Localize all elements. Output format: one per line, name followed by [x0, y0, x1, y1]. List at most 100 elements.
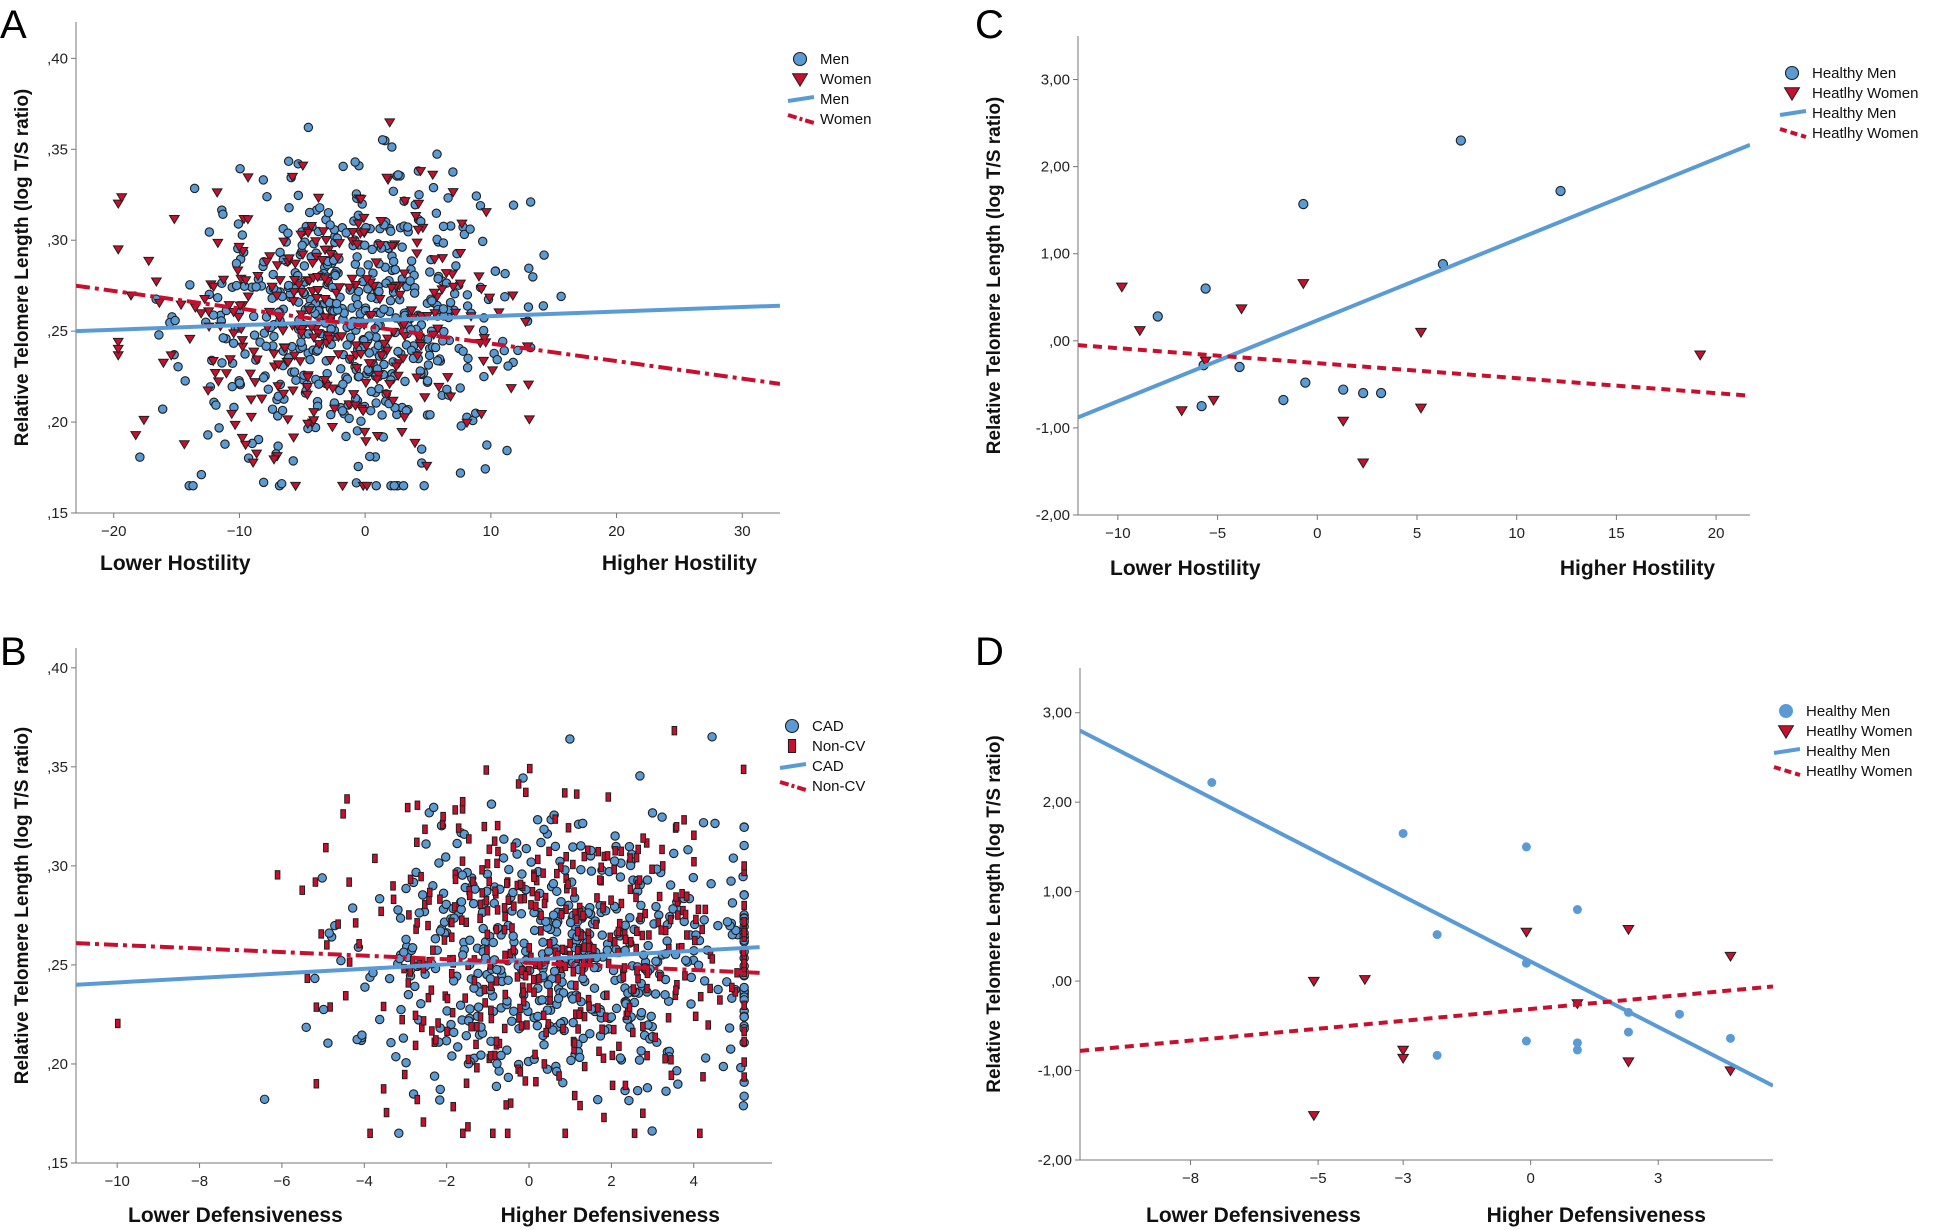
data-point — [574, 927, 581, 937]
data-point — [652, 1032, 658, 1043]
data-point — [367, 1128, 373, 1138]
data-point — [565, 917, 576, 928]
fit-line-men — [76, 303, 780, 334]
data-point — [217, 275, 230, 286]
data-point — [312, 877, 319, 887]
data-point — [508, 887, 518, 898]
data-point — [456, 897, 467, 907]
data-point — [217, 358, 227, 368]
data-point — [1693, 350, 1707, 361]
data-point — [203, 430, 213, 440]
data-point — [440, 269, 453, 279]
data-point — [1414, 327, 1428, 339]
panel-letter: D — [975, 630, 1004, 674]
data-point — [365, 311, 378, 321]
legend-label: Healthy Men — [1812, 105, 1896, 122]
data-point — [371, 431, 384, 442]
data-point — [635, 973, 641, 984]
data-point — [209, 368, 222, 379]
data-point — [710, 818, 720, 829]
legend-line — [1779, 127, 1807, 139]
data-point — [305, 354, 315, 365]
data-point — [540, 868, 546, 878]
data-point — [574, 1052, 585, 1063]
data-point — [500, 268, 510, 279]
data-point — [432, 324, 444, 335]
data-point — [642, 908, 648, 919]
data-point — [492, 886, 498, 896]
data-point — [310, 294, 323, 304]
data-point — [609, 1080, 616, 1091]
data-point — [636, 1007, 647, 1018]
data-point — [576, 864, 586, 875]
data-point — [211, 400, 221, 410]
y-tick-label: ,25 — [47, 323, 68, 340]
data-point — [475, 285, 488, 295]
data-point — [277, 326, 289, 336]
y-tick-label: ,35 — [47, 141, 68, 158]
x-tick-label: −2 — [438, 1173, 455, 1190]
data-point — [504, 1128, 511, 1138]
legend-marker — [791, 73, 809, 88]
data-point — [501, 925, 508, 935]
data-point — [460, 1128, 466, 1138]
data-point — [517, 869, 527, 879]
data-point — [449, 308, 462, 319]
data-point — [543, 1027, 549, 1038]
data-point — [616, 918, 623, 929]
data-point — [699, 924, 705, 935]
data-point — [401, 934, 411, 945]
data-point — [567, 950, 573, 961]
data-point — [355, 195, 367, 205]
data-point — [227, 329, 240, 339]
data-point — [337, 406, 348, 416]
data-point — [699, 976, 710, 986]
data-point — [414, 1094, 421, 1105]
data-point — [237, 230, 248, 240]
data-point — [450, 1102, 457, 1112]
x-axis-label-left: Lower Hostility — [1110, 557, 1261, 580]
data-point — [490, 266, 501, 277]
data-point — [401, 1069, 408, 1080]
data-point — [608, 895, 614, 905]
data-point — [1235, 304, 1248, 315]
x-tick-label: 0 — [1313, 525, 1321, 542]
data-point — [377, 135, 388, 145]
x-axis-label-right: Higher Defensiveness — [501, 1204, 720, 1227]
data-point — [452, 838, 462, 849]
x-tick-label: −8 — [191, 1173, 208, 1190]
legend-label: CAD — [812, 758, 844, 775]
x-axis-label-right: Higher Hostility — [602, 552, 758, 575]
data-point — [189, 183, 200, 194]
data-point — [324, 355, 337, 366]
data-point — [493, 976, 500, 986]
data-point — [386, 242, 398, 252]
data-point — [524, 1020, 530, 1030]
data-point — [576, 841, 586, 851]
data-point — [1337, 416, 1350, 427]
data-point — [662, 1054, 668, 1064]
data-point — [112, 344, 124, 355]
data-point — [660, 990, 670, 1000]
data-point — [517, 1067, 524, 1077]
data-point — [374, 286, 384, 297]
x-tick-label: −10 — [104, 1173, 129, 1190]
data-point — [620, 972, 627, 982]
data-point — [184, 334, 196, 345]
data-point — [419, 393, 431, 403]
data-point — [307, 416, 320, 426]
data-point — [1432, 1050, 1442, 1060]
data-point — [427, 170, 439, 181]
x-axis-label-right: Higher Hostility — [1560, 557, 1716, 580]
data-point — [697, 1128, 703, 1138]
data-point — [277, 389, 290, 400]
data-point — [435, 1018, 441, 1028]
data-point — [681, 815, 687, 825]
data-point — [553, 993, 564, 1004]
data-point — [404, 802, 411, 813]
data-point — [577, 818, 588, 829]
data-point — [336, 955, 346, 966]
data-point — [610, 1024, 617, 1035]
data-point — [546, 846, 552, 857]
legend-item: Heatlhy Women — [1783, 85, 1918, 102]
